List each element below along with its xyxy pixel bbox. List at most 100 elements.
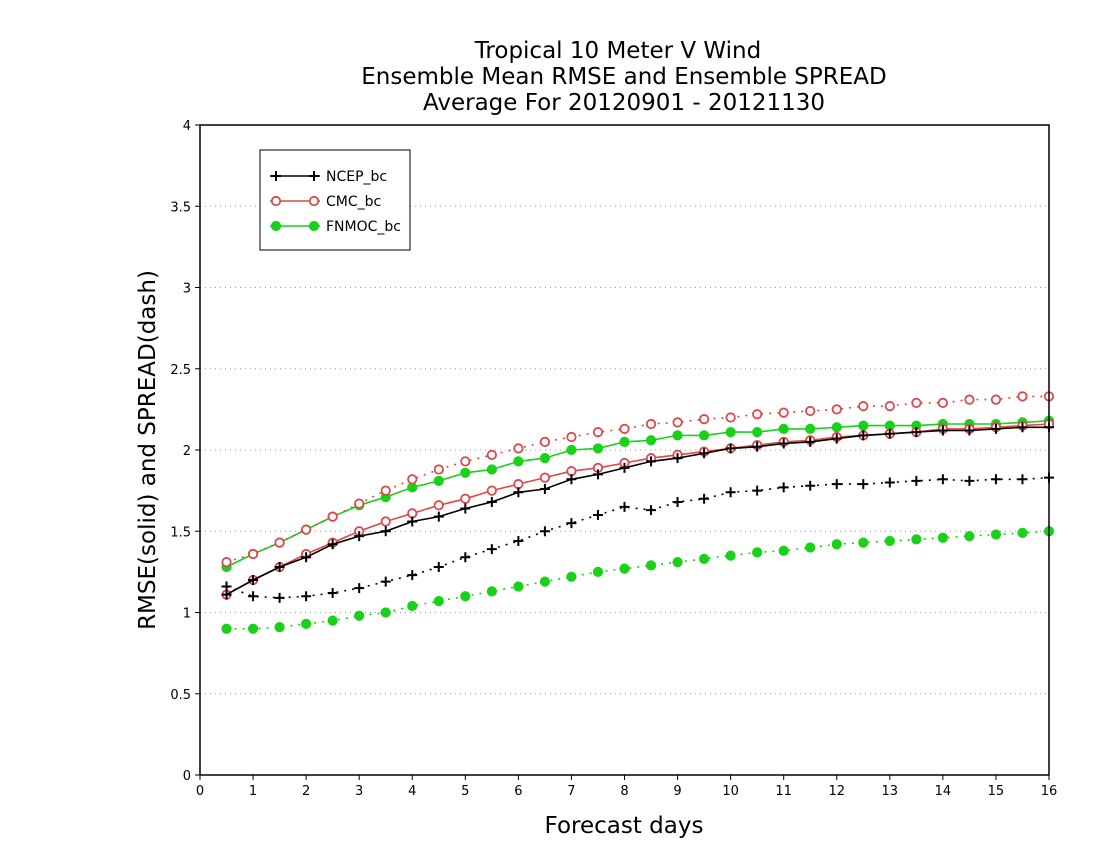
data-point-spread (354, 498, 365, 509)
data-point-spread (513, 581, 524, 592)
data-point-spread (672, 557, 683, 568)
x-tick-label: 0 (196, 784, 204, 799)
x-axis-label: Forecast days (545, 813, 704, 839)
data-point-spread (592, 427, 604, 438)
data-point-rmse (539, 484, 550, 494)
data-point-rmse (407, 508, 418, 519)
data-point-spread (539, 526, 550, 537)
data-point-rmse (1017, 422, 1028, 433)
data-point-spread (725, 412, 736, 423)
data-point-spread (858, 401, 869, 412)
data-point-rmse (407, 516, 418, 527)
x-axis: 0 1 2 3 4 5 6 7 8 9 10 11 12 13 14 15 16 (196, 775, 1057, 799)
y-tick-label: 0.5 (170, 688, 191, 703)
data-point-spread (566, 571, 577, 582)
y-axis: 0 0.5 1 1.5 2 2.5 3 3.5 4 (170, 119, 200, 784)
data-point-spread (539, 436, 551, 447)
data-point-rmse (725, 443, 736, 454)
data-point-rmse (566, 466, 577, 477)
data-point-spread (327, 588, 338, 598)
data-point-spread (884, 477, 895, 488)
data-point-rmse (805, 436, 816, 447)
title-line-2: Ensemble Mean RMSE and Ensemble SPREAD (361, 64, 886, 90)
legend: NCEP_bc CMC_bc FNMOC_bc (259, 149, 411, 251)
data-point-rmse (698, 430, 710, 441)
data-point-spread (433, 562, 444, 572)
y-tick-label: 2 (183, 444, 191, 459)
data-point-spread (964, 475, 975, 486)
data-point-spread (380, 485, 391, 496)
y-axis-label: RMSE(solid) and SPREAD(dash) (135, 270, 161, 630)
y-tick-label: 3.5 (170, 200, 191, 215)
data-point-rmse (274, 562, 285, 572)
data-point-spread (486, 544, 497, 555)
data-point-spread (937, 397, 948, 408)
x-tick-label: 3 (355, 784, 363, 799)
data-point-spread (1017, 527, 1028, 538)
data-point-rmse (619, 436, 630, 447)
data-point-rmse (646, 456, 657, 467)
data-point-spread (221, 557, 232, 568)
data-point-rmse (592, 469, 603, 480)
data-point-spread (858, 537, 869, 548)
data-point-rmse (460, 503, 471, 514)
data-point-spread (778, 407, 789, 418)
y-tick-label: 2.5 (170, 363, 191, 378)
data-point-spread (407, 600, 418, 612)
data-point-rmse (831, 433, 842, 444)
data-point-spread (964, 531, 975, 542)
data-point-spread (990, 394, 1002, 405)
data-point-spread (592, 510, 603, 520)
data-point-spread (990, 474, 1001, 485)
data-point-spread (645, 560, 657, 571)
data-point-spread (460, 591, 471, 602)
data-point-spread (911, 534, 922, 545)
title-line-3: Average For 20120901 - 20121130 (423, 90, 825, 116)
data-point-spread (672, 497, 683, 507)
data-point-spread (619, 423, 630, 434)
x-tick-label: 15 (988, 784, 1005, 799)
legend-marker (270, 195, 282, 207)
data-point-rmse (884, 428, 895, 439)
data-point-rmse (911, 427, 922, 438)
x-tick-label: 14 (935, 784, 952, 799)
data-point-rmse (752, 427, 763, 438)
data-point-rmse (752, 441, 763, 452)
x-tick-label: 1 (249, 784, 257, 799)
data-point-rmse (460, 493, 471, 504)
data-point-rmse (513, 479, 524, 490)
legend-marker (271, 171, 281, 181)
data-point-rmse (672, 430, 683, 441)
data-point-rmse (778, 423, 789, 434)
x-tick-label: 5 (461, 784, 469, 799)
data-point-spread (858, 479, 869, 490)
data-point-spread (778, 482, 789, 493)
y-tick-label: 3 (183, 282, 191, 297)
y-tick-label: 1.5 (170, 525, 191, 540)
data-point-rmse (831, 422, 842, 433)
legend-marker (308, 195, 320, 207)
data-point-rmse (566, 474, 577, 485)
data-point-rmse (858, 420, 869, 431)
x-tick-label: 12 (828, 784, 845, 799)
data-point-rmse (937, 425, 948, 436)
data-point-rmse (460, 467, 471, 478)
x-tick-label: 4 (408, 784, 416, 799)
data-point-rmse (221, 589, 232, 600)
legend-marker (270, 220, 282, 232)
data-point-spread (752, 547, 763, 558)
legend-marker (309, 171, 319, 181)
x-tick-label: 10 (722, 784, 739, 799)
data-point-spread (619, 501, 630, 512)
x-tick-label: 11 (775, 784, 792, 799)
legend-label: CMC_bc (326, 194, 381, 210)
data-point-spread (752, 485, 763, 496)
data-point-spread (566, 431, 577, 443)
legend-label: FNMOC_bc (326, 219, 401, 235)
x-tick-label: 2 (302, 784, 310, 799)
data-point-rmse (539, 453, 551, 464)
x-tick-label: 9 (673, 784, 681, 799)
series-line-rmse (226, 420, 1050, 568)
data-point-spread (672, 417, 683, 428)
data-point-rmse (354, 531, 365, 542)
